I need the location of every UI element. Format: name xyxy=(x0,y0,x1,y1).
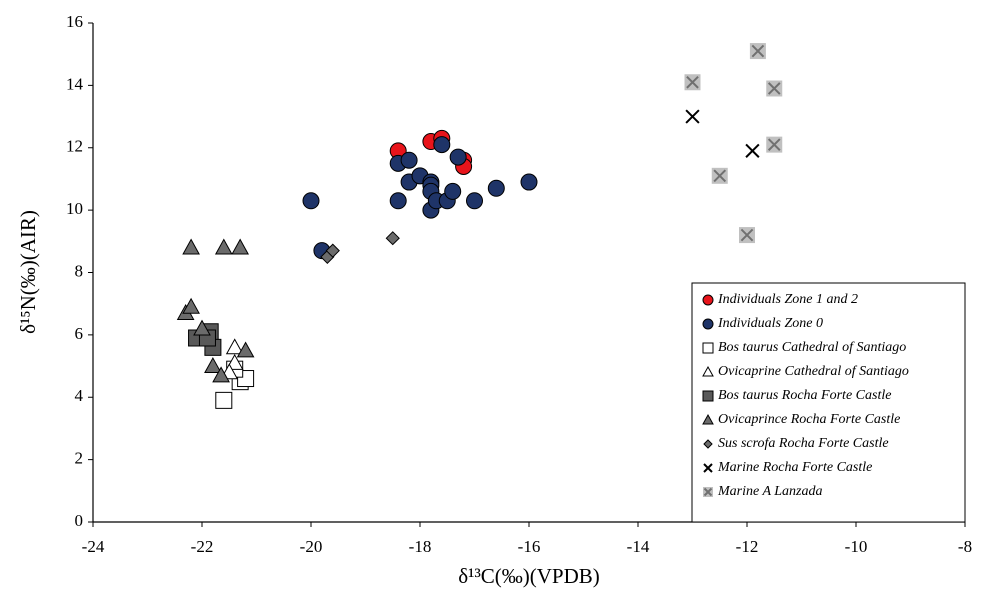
point-cross xyxy=(703,487,713,497)
point xyxy=(204,357,222,373)
point xyxy=(766,80,783,97)
point xyxy=(487,179,505,197)
point xyxy=(520,173,538,191)
point xyxy=(236,341,255,358)
x-tick-label: -16 xyxy=(518,537,541,556)
legend-marker xyxy=(702,294,714,306)
point xyxy=(711,167,728,184)
legend-label: Bos taurus Cathedral of Santiago xyxy=(718,340,906,355)
legend-marker xyxy=(702,318,714,330)
y-tick-label: 0 xyxy=(75,511,84,530)
legend-label: Marine A Lanzada xyxy=(717,484,823,499)
legend-label: Ovicaprince Rocha Forte Castle xyxy=(718,412,900,427)
point-cross xyxy=(767,82,781,95)
legend-box xyxy=(691,282,966,523)
point xyxy=(325,243,340,258)
x-tick-label: -8 xyxy=(958,537,972,556)
point-cross xyxy=(767,138,781,151)
y-tick-label: 10 xyxy=(66,199,83,218)
point-cross xyxy=(740,228,754,242)
y-tick-label: 6 xyxy=(75,324,84,343)
legend-label: Individuals Zone 0 xyxy=(717,316,823,331)
point xyxy=(745,143,760,158)
legend-label: Sus scrofa Rocha Forte Castle xyxy=(718,436,889,451)
legend-marker xyxy=(702,413,714,425)
x-axis-label: δ¹³C(‰)(VPDB) xyxy=(458,564,599,588)
point xyxy=(400,151,418,169)
x-tick-label: -22 xyxy=(191,537,214,556)
y-tick-label: 2 xyxy=(75,449,84,468)
x-tick-label: -24 xyxy=(82,537,105,556)
y-tick-label: 12 xyxy=(66,137,83,156)
point xyxy=(766,136,783,153)
legend-label: Bos taurus Rocha Forte Castle xyxy=(718,388,891,403)
legend-marker xyxy=(702,390,714,402)
y-tick-label: 14 xyxy=(66,74,84,93)
x-tick-label: -18 xyxy=(409,537,432,556)
point xyxy=(449,148,467,166)
point-cross xyxy=(713,169,727,183)
legend-marker xyxy=(703,439,713,449)
x-tick-label: -20 xyxy=(300,537,323,556)
point xyxy=(433,136,451,154)
point xyxy=(466,192,483,210)
point xyxy=(231,238,249,255)
point xyxy=(385,231,400,246)
legend-marker xyxy=(702,342,714,354)
point xyxy=(389,192,407,210)
legend-marker xyxy=(703,487,713,497)
point xyxy=(182,297,200,314)
y-axis-label: δ¹⁵N(‰)(AIR) xyxy=(16,210,40,334)
legend-label: Marine Rocha Forte Castle xyxy=(717,460,872,475)
point xyxy=(182,238,200,255)
legend-label: Individuals Zone 1 and 2 xyxy=(717,292,858,307)
point xyxy=(212,366,230,383)
point xyxy=(685,109,700,124)
legend-marker xyxy=(702,365,714,377)
point xyxy=(749,43,766,60)
point xyxy=(215,391,233,409)
y-tick-label: 8 xyxy=(75,261,84,280)
point xyxy=(739,227,755,244)
point xyxy=(225,353,244,370)
point xyxy=(302,192,320,210)
legend-label: Ovicaprine Cathedral of Santiago xyxy=(718,364,909,379)
y-tick-label: 4 xyxy=(75,386,84,405)
point-cross xyxy=(751,44,765,58)
point xyxy=(214,238,233,255)
y-tick-label: 16 xyxy=(66,12,83,31)
x-tick-label: -12 xyxy=(736,537,759,556)
point xyxy=(684,74,701,91)
point-cross xyxy=(686,75,699,89)
point xyxy=(193,319,211,336)
legend-marker xyxy=(703,463,713,473)
x-tick-label: -14 xyxy=(627,537,650,556)
x-tick-label: -10 xyxy=(845,537,868,556)
point xyxy=(225,338,244,355)
point xyxy=(444,182,462,200)
